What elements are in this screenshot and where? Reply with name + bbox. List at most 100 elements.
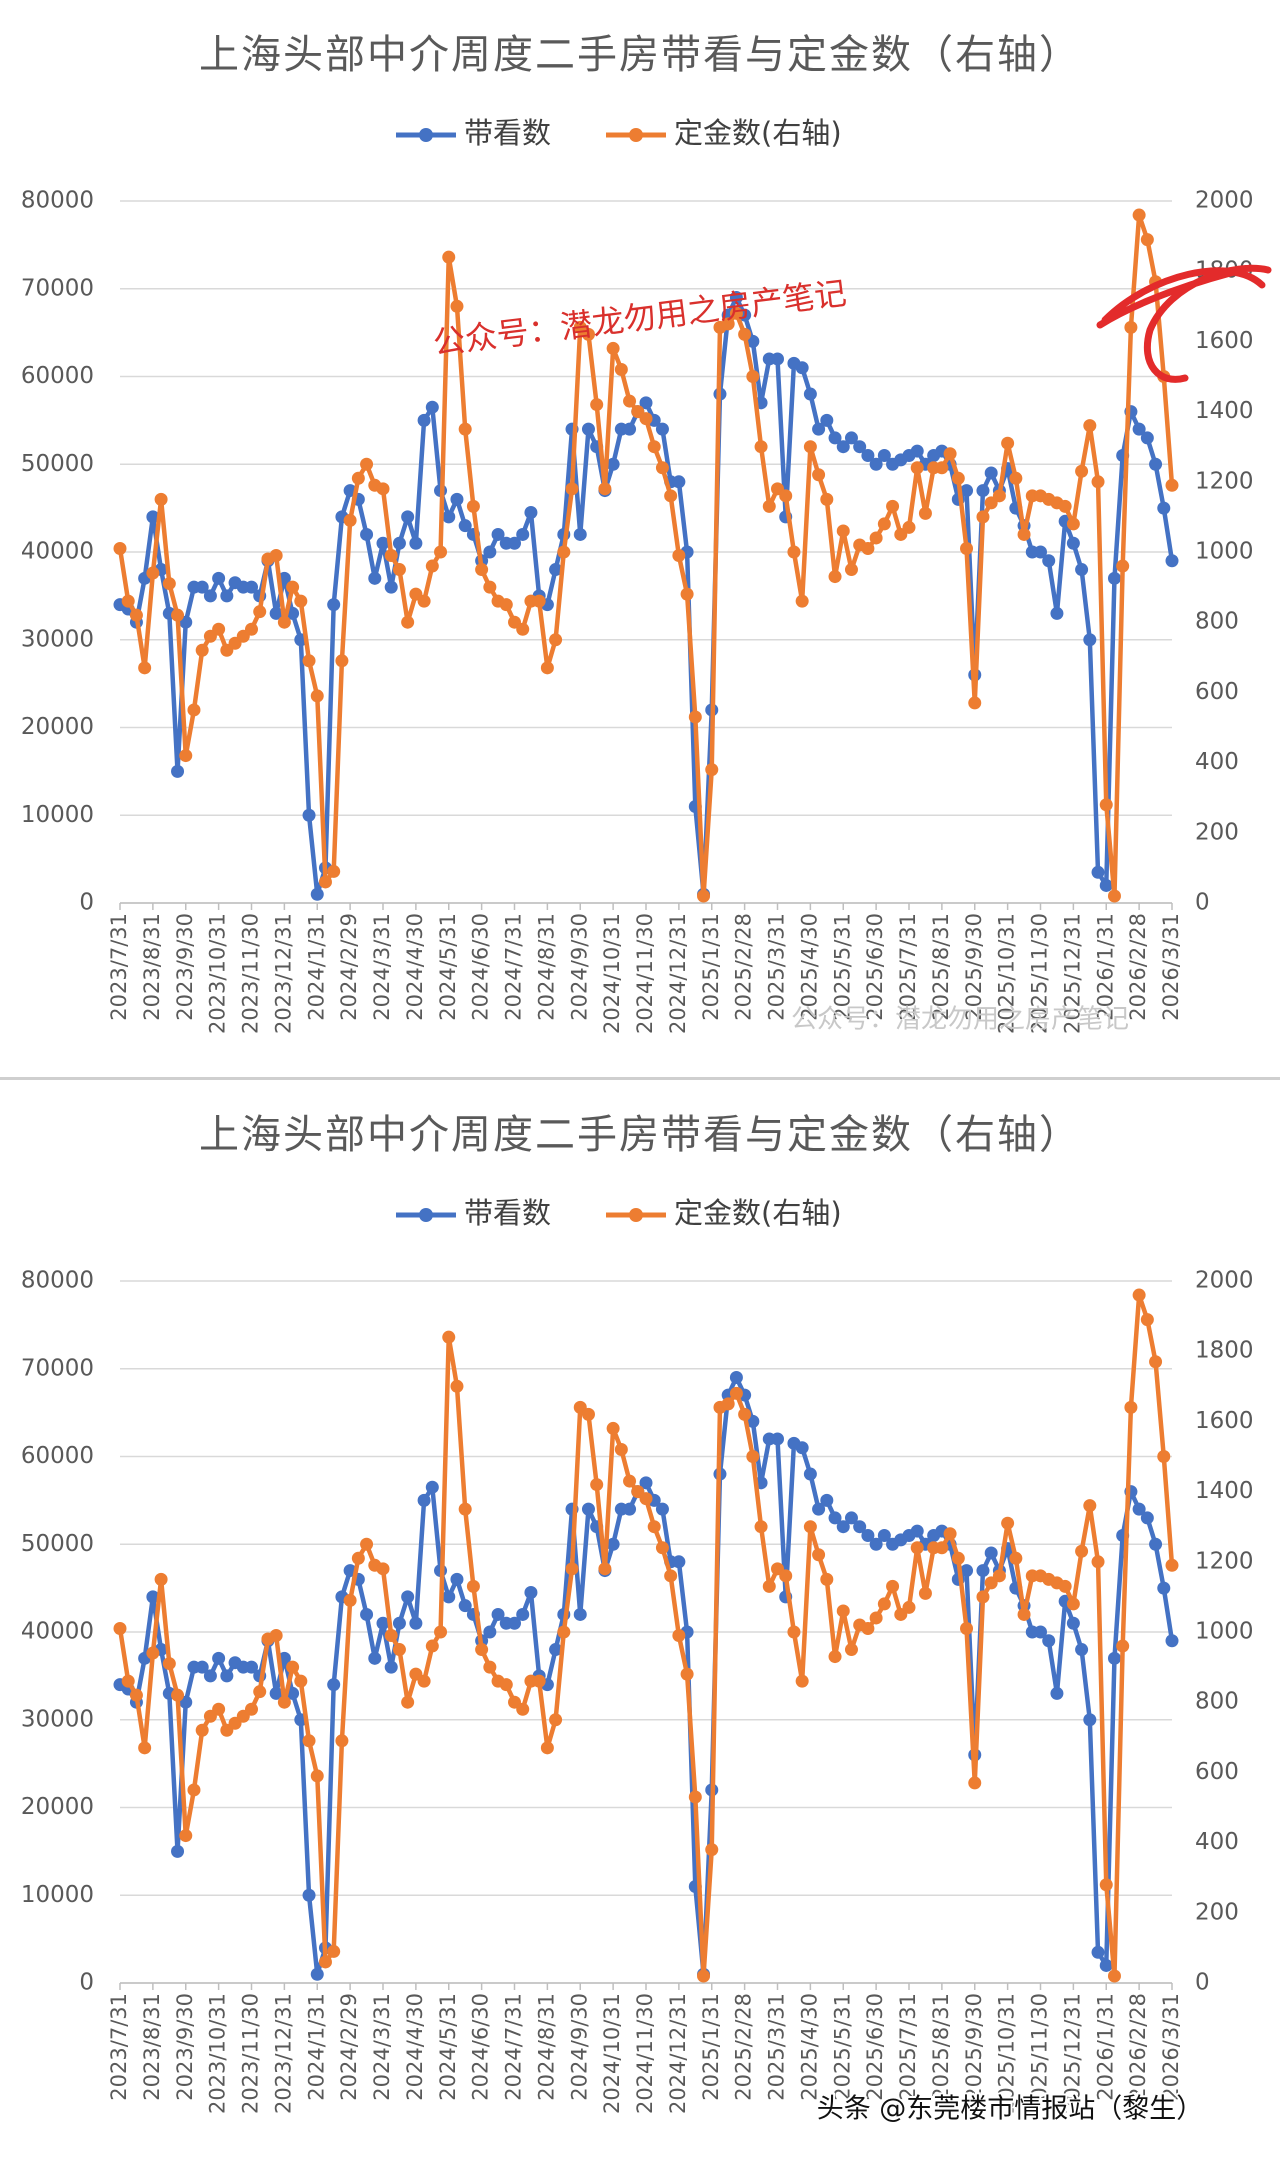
data-point (918, 506, 932, 520)
data-point (483, 1625, 497, 1639)
y2-tick-label: 400 (1195, 749, 1239, 775)
data-point (918, 1586, 932, 1600)
data-point (1107, 571, 1121, 585)
data-point (1050, 1686, 1064, 1700)
chart-title: 上海头部中介周度二手房带看与定金数（右轴） (199, 32, 1081, 78)
data-point (1091, 475, 1105, 489)
data-point (820, 413, 834, 427)
y2-tick-label: 200 (1195, 819, 1239, 845)
x-tick-label: 2025/2/28 (732, 913, 756, 1021)
data-point (721, 1397, 735, 1411)
data-point (738, 1407, 752, 1421)
data-point (179, 1829, 193, 1843)
data-point (269, 606, 283, 620)
data-point (277, 615, 291, 629)
hand-drawn-circle (1096, 264, 1272, 383)
data-point (483, 545, 497, 559)
data-point (795, 1674, 809, 1688)
data-point (697, 889, 711, 903)
x-tick-label: 2023/12/31 (271, 1993, 295, 2114)
y2-tick-label: 2000 (1195, 188, 1254, 214)
data-point (836, 440, 850, 454)
y-tick-label: 80000 (21, 1268, 94, 1294)
data-point (836, 1520, 850, 1534)
y2-tick-label: 800 (1195, 609, 1239, 635)
data-point (779, 489, 793, 503)
data-point (623, 394, 637, 408)
data-point (286, 580, 300, 594)
data-point (655, 1502, 669, 1516)
legend-label: 带看数 (464, 116, 551, 150)
data-point (1001, 1516, 1015, 1530)
data-point (360, 1607, 374, 1621)
data-point (721, 317, 735, 331)
x-tick-label: 2025/1/31 (699, 913, 723, 1021)
data-point (910, 1541, 924, 1555)
data-point (516, 1702, 530, 1716)
data-point (614, 362, 628, 376)
legend-label: 定金数(右轴) (674, 116, 842, 150)
data-point (1066, 536, 1080, 550)
x-tick-label: 2024/5/31 (436, 1993, 460, 2101)
y2-tick-label: 800 (1195, 1689, 1239, 1715)
y2-tick-label: 0 (1195, 1970, 1210, 1996)
data-point (401, 615, 415, 629)
x-tick-label: 2025/8/31 (929, 913, 953, 1021)
data-point (1107, 1651, 1121, 1665)
data-point (705, 1843, 719, 1857)
data-point (450, 492, 464, 506)
data-point (935, 1541, 949, 1555)
data-point (1165, 554, 1179, 568)
data-point (212, 1702, 226, 1716)
data-point (787, 1625, 801, 1639)
y2-tick-label: 1400 (1195, 1478, 1254, 1504)
data-point (820, 1493, 834, 1507)
data-point (1042, 554, 1056, 568)
y-tick-label: 50000 (21, 1531, 94, 1557)
data-point (392, 536, 406, 550)
annotation: 公众号：潜龙勿用之房产笔记 (431, 274, 849, 362)
data-point (836, 1604, 850, 1618)
data-point (1075, 563, 1089, 577)
data-point (771, 352, 784, 366)
data-point (861, 1621, 875, 1635)
data-point (639, 412, 653, 426)
data-point (458, 1502, 472, 1516)
data-point (162, 577, 176, 591)
data-point (1050, 606, 1064, 620)
data-point (491, 1607, 505, 1621)
data-point (195, 643, 209, 657)
legend-marker (419, 128, 433, 142)
data-point (910, 1524, 924, 1538)
data-point (171, 764, 185, 778)
data-point (565, 482, 579, 496)
x-tick-label: 2024/7/31 (502, 1993, 526, 2101)
data-point (803, 440, 817, 454)
data-point (368, 571, 382, 585)
data-point (1124, 320, 1138, 334)
data-point (1083, 1713, 1097, 1727)
data-point (910, 461, 924, 475)
data-point (1083, 419, 1097, 433)
data-point (310, 887, 324, 901)
data-point (1140, 1511, 1154, 1525)
data-point (113, 541, 127, 555)
data-point (384, 580, 398, 594)
data-point (475, 1643, 489, 1657)
data-point (360, 527, 374, 541)
data-point (1140, 1313, 1154, 1327)
data-point (360, 457, 374, 471)
data-point (335, 654, 349, 668)
x-tick-label: 2025/10/31 (995, 913, 1019, 1034)
data-point (877, 1597, 891, 1611)
data-point (376, 1616, 390, 1630)
data-point (672, 1629, 686, 1643)
data-point (672, 475, 686, 489)
data-point (820, 492, 834, 506)
data-point (935, 461, 949, 475)
data-point (960, 1564, 974, 1578)
data-point (639, 396, 653, 410)
series-line (118, 295, 1175, 897)
y2-tick-label: 1400 (1195, 398, 1254, 424)
x-tick-label: 2025/1/31 (699, 1993, 723, 2101)
